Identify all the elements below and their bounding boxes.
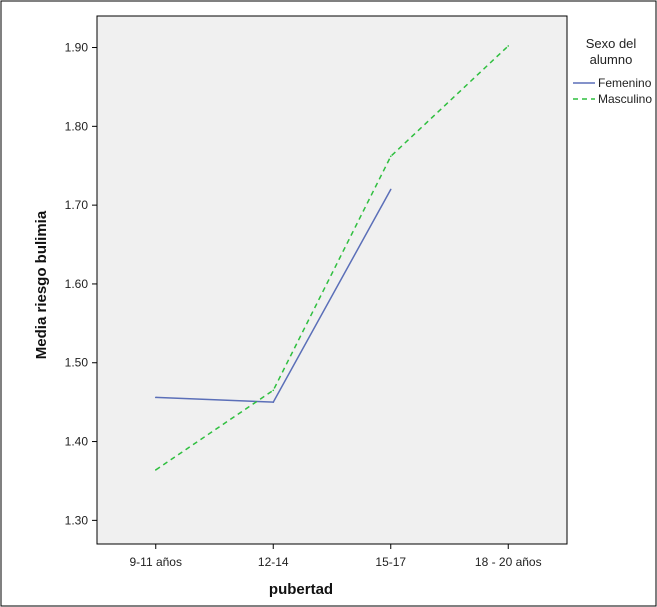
legend-label-femenino: Femenino [598,76,652,90]
legend-title-line-2: alumno [590,52,633,67]
y-tick-label: 1.40 [65,435,89,449]
data-point-femenino [272,401,275,403]
x-tick-label: 12-14 [258,555,289,569]
legend-label-masculino: Masculino [598,92,652,106]
y-tick-label: 1.60 [65,277,89,291]
legend-title-line-1: Sexo del [586,36,637,51]
data-point-femenino [154,396,157,399]
x-axis-title: pubertad [269,581,333,598]
y-tick-label: 1.70 [65,198,89,212]
x-axis: 9-11 años 12-14 15-17 18 - 20 años [130,544,542,569]
legend: Sexo del alumno Femenino Masculino [573,36,652,106]
series-layer [154,45,510,471]
y-tick-label: 1.90 [65,41,89,55]
y-axis: 1.30 1.40 1.50 1.60 1.70 1.80 1.90 [65,41,97,527]
data-point-masculino [389,155,392,158]
data-point-masculino [154,469,157,471]
data-point-femenino [389,188,392,191]
y-axis-title: Media riesgo bulimia [33,210,50,359]
data-point-masculino [272,389,275,392]
y-tick-label: 1.30 [65,513,89,527]
y-tick-label: 1.50 [65,356,89,370]
x-tick-label: 9-11 años [130,555,182,569]
y-tick-label: 1.80 [65,119,89,133]
data-point-masculino [507,45,510,47]
x-tick-label: 15-17 [375,555,406,569]
plot-area [96,15,568,545]
series-line-masculino [155,45,509,471]
x-tick-label: 18 - 20 años [475,555,542,569]
